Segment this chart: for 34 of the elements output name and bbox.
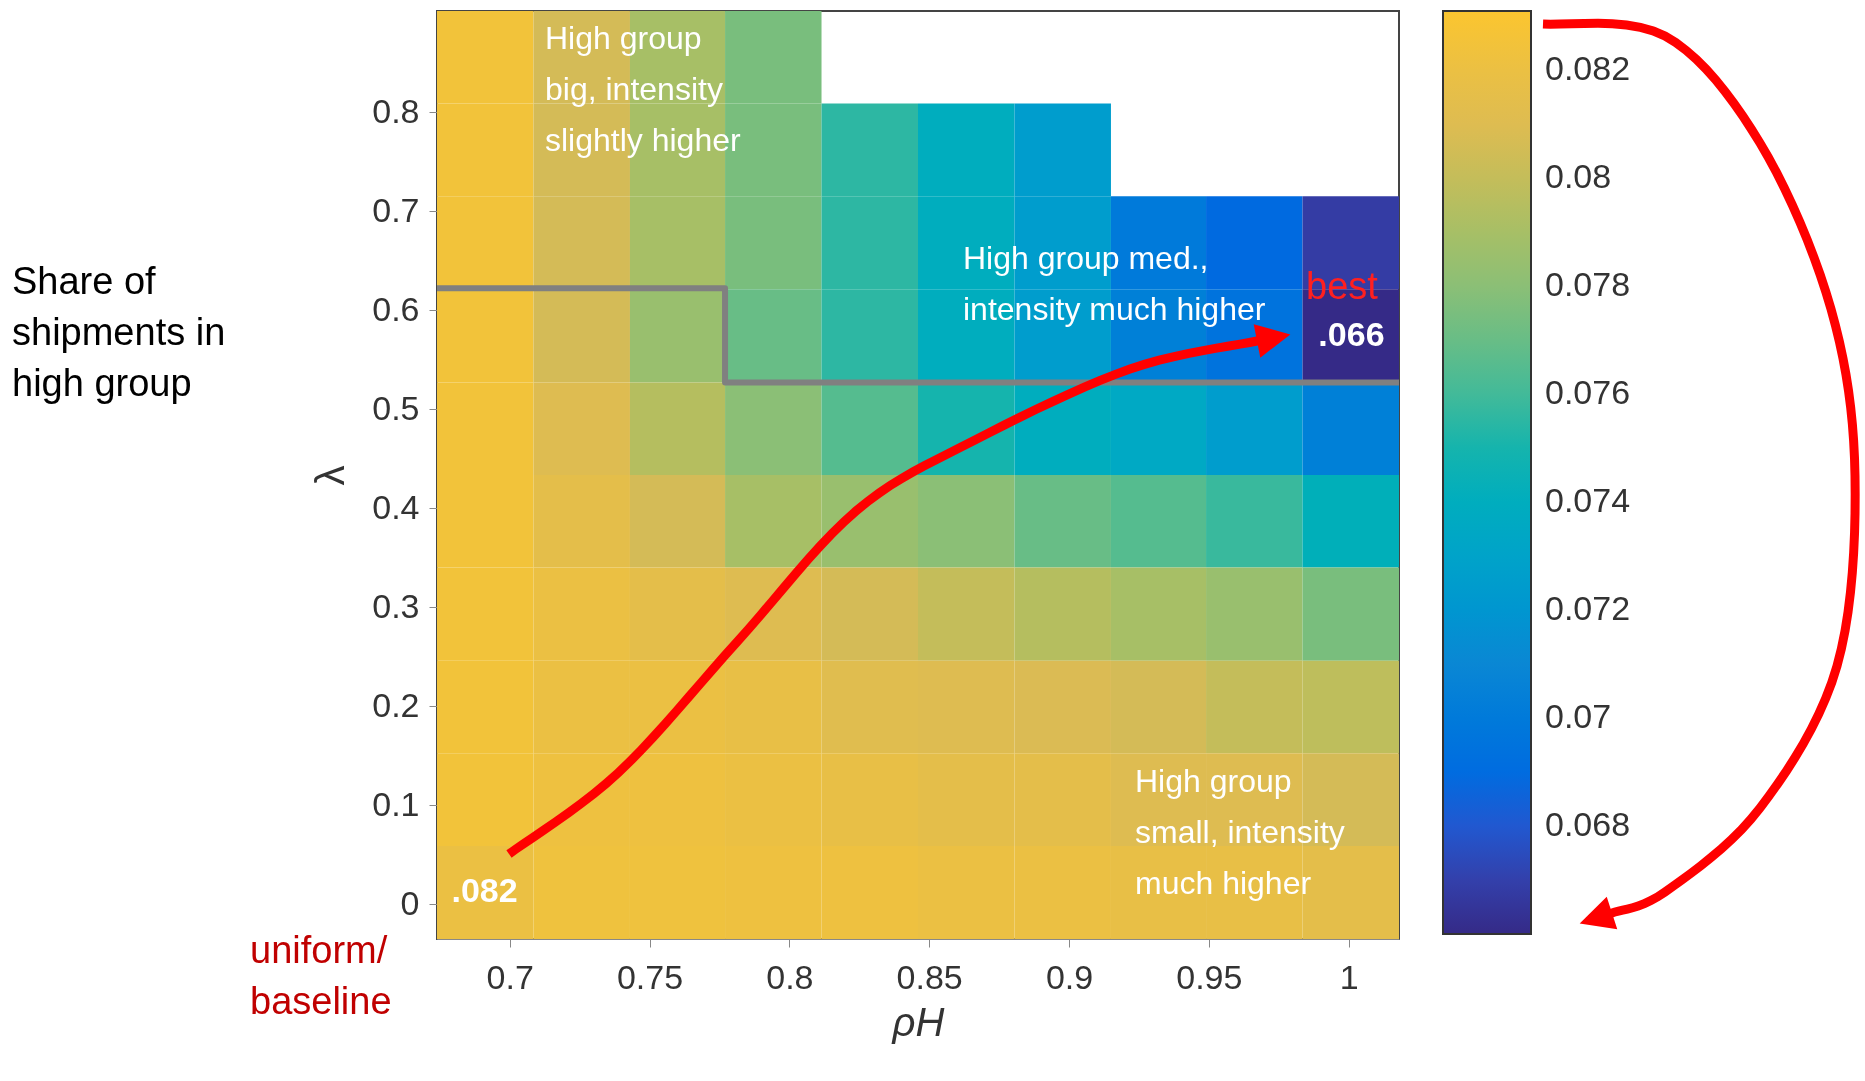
y-tick-label: 0.8 (372, 91, 420, 130)
y-tick-label: 0.3 (372, 586, 420, 625)
color-bar-label: 0.068 (1545, 805, 1631, 844)
x-tick-label: 0.8 (766, 957, 814, 996)
annotation: best (1306, 265, 1379, 307)
y-tick-label: 0.5 (372, 388, 420, 427)
color-bar-label: 0.078 (1545, 265, 1631, 304)
x-tick-label: 0.9 (1045, 957, 1094, 996)
x-axis-title: ρH (891, 999, 945, 1044)
data-label: .082 (451, 871, 518, 910)
y-tick-label: 0.1 (372, 784, 420, 823)
x-tick-label: 0.85 (896, 957, 963, 996)
color-bar-label: 0.074 (1545, 481, 1631, 520)
y-tick-label: 0.7 (372, 190, 420, 229)
color-bar-label: 0.082 (1545, 49, 1631, 88)
annotation: High group big, intensity slightly higher (545, 20, 741, 158)
x-tick-label: 0.95 (1176, 957, 1243, 996)
color-bar-label: 0.072 (1545, 589, 1631, 628)
x-tick-label: 0.75 (616, 957, 684, 996)
y-tick-label: 0.6 (372, 289, 420, 328)
y-axis-title: λ (308, 465, 353, 486)
annotation: High group med., intensity much higher (963, 240, 1266, 327)
x-tick-label: 1 (1339, 957, 1359, 996)
data-label: .066 (1318, 314, 1385, 353)
text: uniform/ baseline (250, 929, 392, 1022)
annotation: High group small, intensity much higher (1135, 763, 1345, 901)
text: Share of shipments in high group (12, 260, 226, 404)
color-bar-label: 0.08 (1545, 157, 1612, 196)
y-tick-label: 0.4 (372, 487, 420, 526)
y-tick-label: 0.2 (372, 685, 420, 724)
y-tick-label: 0 (400, 883, 420, 922)
color-bar-label: 0.07 (1545, 697, 1612, 736)
x-tick-label: 0.7 (486, 957, 534, 996)
color-bar-label: 0.076 (1545, 373, 1631, 412)
